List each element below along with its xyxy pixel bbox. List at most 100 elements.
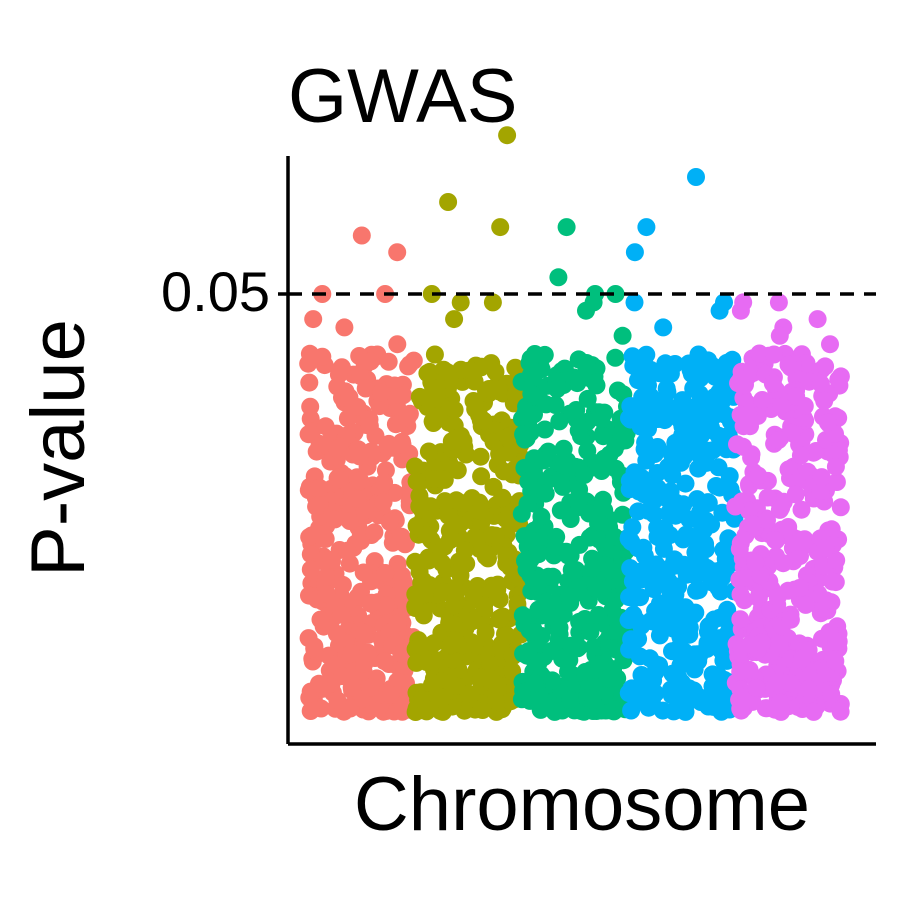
snp-point — [701, 696, 720, 715]
snp-point — [660, 607, 679, 626]
snp-point — [398, 409, 417, 428]
snp-point — [826, 652, 845, 671]
snp-point — [417, 653, 436, 671]
snp-point — [716, 609, 735, 628]
snp-point — [696, 534, 715, 553]
snp-point — [822, 685, 841, 704]
snp-point — [445, 310, 464, 329]
snp-point — [330, 470, 349, 489]
snp-point — [406, 599, 425, 617]
snp-point — [519, 642, 538, 661]
snp-point — [716, 405, 734, 424]
snp-point — [765, 345, 783, 364]
snp-point — [699, 617, 718, 636]
snp-point — [513, 606, 532, 625]
snp-point — [666, 493, 685, 512]
snp-point — [486, 362, 505, 381]
snp-point — [682, 690, 701, 709]
snp-point — [559, 546, 578, 565]
snp-point — [781, 674, 800, 693]
snp-point — [583, 559, 602, 578]
snp-point — [562, 560, 581, 579]
snp-point — [475, 596, 494, 615]
snp-point — [796, 595, 815, 614]
snp-point — [537, 395, 556, 414]
snp-point — [406, 552, 425, 571]
snp-point — [417, 700, 436, 718]
snp-point — [804, 702, 823, 721]
snp-point — [799, 679, 818, 698]
snp-point — [442, 432, 461, 451]
snp-point — [769, 431, 788, 449]
snp-point — [419, 551, 438, 570]
snp-point — [340, 512, 359, 530]
snp-point — [726, 497, 745, 516]
snp-point — [497, 626, 516, 645]
snp-point — [465, 392, 484, 411]
snp-point — [709, 634, 728, 653]
snp-point — [333, 667, 351, 686]
snp-point — [348, 489, 367, 508]
snp-point — [478, 545, 497, 563]
snp-point — [793, 649, 812, 668]
snp-point — [770, 326, 789, 345]
snp-point — [316, 529, 335, 548]
snp-point — [388, 243, 407, 262]
snp-point — [440, 614, 459, 632]
snp-point — [654, 532, 673, 551]
snp-point — [342, 644, 361, 663]
snp-point — [808, 310, 827, 329]
snp-point — [608, 381, 627, 400]
snp-point — [779, 355, 798, 374]
chart-title: GWAS — [288, 54, 517, 139]
snp-point — [524, 369, 543, 388]
snp-point — [498, 126, 517, 145]
snp-point — [388, 613, 407, 632]
chromosome-group-3 — [512, 218, 637, 721]
snp-point — [826, 457, 845, 476]
snp-point — [519, 472, 538, 491]
snp-point — [327, 624, 346, 643]
snp-point — [743, 515, 762, 534]
snp-point — [616, 431, 635, 450]
snp-point — [770, 635, 789, 654]
snp-point — [650, 594, 669, 613]
snp-point — [379, 352, 398, 371]
snp-point — [435, 470, 454, 489]
snp-point — [325, 510, 344, 529]
snp-point — [580, 504, 599, 523]
snp-point — [772, 396, 791, 415]
snp-point — [409, 638, 428, 657]
snp-point — [581, 623, 600, 641]
snp-point — [471, 447, 490, 466]
snp-point — [625, 243, 644, 262]
snp-point — [668, 700, 687, 719]
chromosome-group-4 — [619, 168, 744, 721]
snp-point — [596, 701, 615, 720]
snp-point — [307, 497, 326, 516]
snp-point — [525, 345, 544, 363]
snp-point — [613, 326, 632, 345]
snp-point — [310, 478, 329, 497]
snp-point — [598, 669, 617, 688]
snp-point — [486, 691, 505, 710]
snp-point — [498, 427, 517, 446]
snp-point — [472, 467, 491, 486]
snp-point — [375, 652, 394, 671]
snp-point — [471, 502, 490, 521]
snp-point — [590, 655, 609, 674]
snp-point — [743, 364, 762, 383]
snp-point — [465, 527, 484, 546]
snp-point — [419, 442, 438, 461]
snp-point — [630, 647, 649, 666]
snp-point — [632, 616, 651, 635]
snp-point — [742, 448, 761, 467]
snp-point — [815, 391, 834, 410]
snp-point — [606, 348, 625, 367]
snp-point — [627, 685, 646, 704]
snp-point — [791, 446, 810, 465]
chromosome-group-5 — [726, 293, 850, 721]
snp-point — [427, 389, 446, 408]
snp-point — [361, 594, 380, 613]
snp-point — [621, 397, 640, 415]
